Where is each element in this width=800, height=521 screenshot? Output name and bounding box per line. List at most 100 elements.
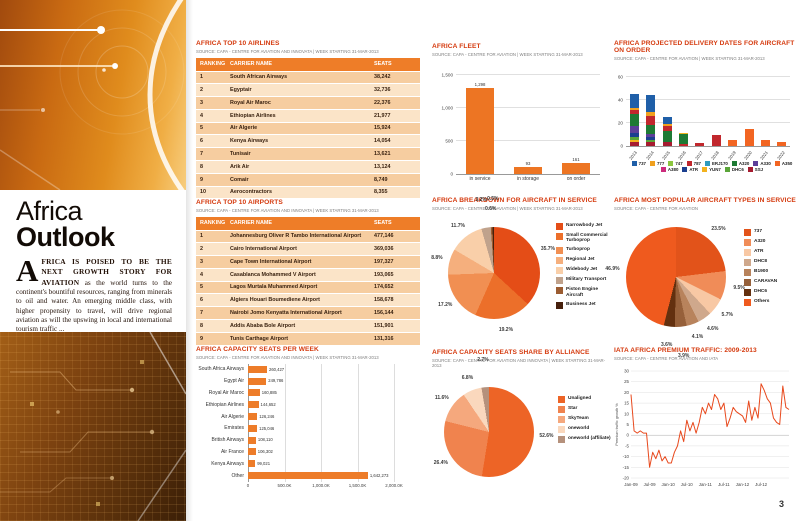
stack-segment (646, 137, 656, 140)
legend-item: oneworld (558, 425, 614, 433)
pie-percent-label: 6.8% (461, 375, 474, 382)
pie-percent-label: 8.8% (431, 255, 443, 262)
pie-percent-label: 11.6% (434, 395, 449, 402)
gridline (357, 363, 359, 482)
cell-ranking: 4 (196, 267, 226, 282)
bar-value-label: 249,786 (268, 378, 284, 384)
pie-percent-label: 23.5% (711, 225, 726, 232)
legend-label: 737 (754, 228, 763, 234)
bar (248, 424, 258, 432)
page-title-line1: Africa (16, 196, 83, 226)
capacity-bar-chart: South Africa Airways 260,427 Egypt Air 249,… (196, 363, 420, 491)
intro-body: as the world turns to the continent's bo… (16, 278, 172, 334)
cell-carrier: Lagos Murtala Muhammed Airport (226, 280, 370, 294)
section-source: SOURCE: CAPA - CENTRE FOR AVIATION AND I… (196, 48, 379, 54)
legend-swatch (558, 435, 565, 443)
legend-item: 777 (649, 160, 665, 166)
legend-item: A350 (774, 160, 792, 166)
bar-row: British Airways 108,110 (196, 434, 420, 446)
stack-segment (728, 139, 738, 146)
sidebar-text-block: Africa Outlook A FRICA IS POISED TO BE THE… (0, 190, 186, 334)
legend-item: A320 (731, 160, 750, 166)
bar-row: Other 1,642,273 (196, 470, 420, 482)
section-title: AFRICA PROJECTED DELIVERY DATES FOR AIRC… (614, 40, 795, 54)
legend-item: B1900 (744, 268, 800, 276)
pie-percent-label: 4.1% (691, 333, 704, 340)
bar-track: 106,302 (248, 446, 394, 458)
pie-percent-label: 3.6% (660, 341, 673, 348)
stack-segment (629, 142, 639, 146)
legend-swatch (558, 415, 565, 423)
y-tick-label: 0 (450, 171, 453, 176)
legend-item: Unaligned (558, 395, 614, 403)
cell-ranking: 6 (196, 293, 226, 307)
cell-seats: 21,977 (370, 108, 420, 123)
legend-item: CARAVAN (744, 278, 800, 286)
legend-label: DHC6 (731, 167, 744, 172)
legend-label: Turboprop (566, 247, 590, 252)
x-tick-label: 2,000.0K (385, 483, 403, 489)
cell-ranking: 9 (196, 172, 226, 187)
cell-seats: 156,144 (370, 306, 420, 320)
stack-segment (678, 144, 688, 146)
bar (248, 448, 256, 456)
legend-label: 777 (656, 160, 665, 166)
cell-seats: 369,036 (370, 242, 420, 256)
legend-swatch (686, 160, 692, 166)
cell-seats: 15,924 (370, 121, 420, 135)
cell-seats: 32,736 (370, 83, 420, 97)
cell-carrier: Cairo International Airport (226, 242, 370, 256)
legend-label: Business Jet (566, 301, 596, 307)
section-source: SOURCE: CAPA - CENTRE FOR AVIATION AND I… (196, 207, 379, 213)
legend-swatch (556, 247, 563, 254)
gridline (456, 139, 600, 141)
pie-percent-label: 35.7% (540, 245, 555, 252)
legend-swatch (556, 287, 563, 294)
legend-label: SkyTeam (568, 415, 589, 421)
y-tick-label: 5 (627, 422, 630, 427)
legend-label: A320 (738, 160, 750, 166)
legend-swatch (704, 160, 710, 166)
table-row: 7 Nairobi Jomo Kenyatta International Air… (196, 306, 420, 320)
bar-track: 144,652 (248, 399, 394, 411)
bar-category-label: Air France (220, 448, 244, 455)
bar (248, 389, 260, 397)
bar (248, 377, 267, 385)
stack-segment (629, 114, 639, 126)
column-header: SEATS (370, 216, 420, 230)
cell-carrier: Ethiopian Airlines (226, 108, 370, 123)
section-source: SOURCE: CAPA - CENTRE FOR AVIATION AND I… (614, 355, 719, 361)
bar-value-label: 106,302 (257, 449, 273, 455)
legend-swatch (668, 160, 674, 166)
alliance-pie-chart: 52.6% 26.4% 11.6% 6.8% 2.7% Unaligned Star SkyT… (432, 357, 614, 494)
legend-label: 787 (693, 160, 701, 166)
chart-legend: 737 A320 ATR DHC8 B1900 CARAVAN DHC6 Others (744, 228, 800, 309)
alliance-section: AFRICA CAPACITY SEATS SHARE BY ALLIANCE … (432, 349, 612, 494)
stack-segment (678, 132, 688, 134)
legend-swatch (556, 267, 563, 274)
data-table: RANKING CARRIER NAME SEATS 1 South African A… (196, 57, 420, 199)
x-tick-label: Jan-11 (699, 482, 713, 487)
bar-row: Egypt Air 249,786 (196, 375, 420, 387)
chart-legend: Unaligned Star SkyTeam oneworld oneworld (af… (558, 395, 614, 446)
stack-segment (629, 109, 639, 115)
legend-label: oneworld (affiliate) (568, 435, 611, 441)
x-category-label: in service (469, 175, 491, 182)
legend-item: Others (744, 298, 800, 306)
y-tick-label: -5 (625, 443, 629, 448)
cell-seats: 13,124 (370, 160, 420, 174)
legend-label: B1900 (754, 268, 769, 274)
legend-label: Regional Jet (566, 257, 595, 262)
legend-item: oneworld (affiliate) (558, 435, 614, 443)
bar-category-label: South Africa Airways (198, 366, 244, 373)
cell-ranking: 9 (196, 331, 226, 345)
cell-carrier: Casablanca Mohammed V Airport (226, 267, 370, 282)
pie-percent-label: 4.6% (707, 325, 719, 332)
legend-swatch (724, 167, 730, 172)
section-title: AFRICA MOST POPULAR AIRCRAFT TYPES IN SE… (614, 197, 796, 204)
x-tick-label: Jan-09 (624, 482, 638, 487)
bar-track: 99,021 (248, 458, 394, 470)
legend-swatch (682, 167, 688, 172)
cell-seats: 193,065 (370, 267, 420, 282)
bar-value-label: 126,246 (259, 413, 275, 419)
